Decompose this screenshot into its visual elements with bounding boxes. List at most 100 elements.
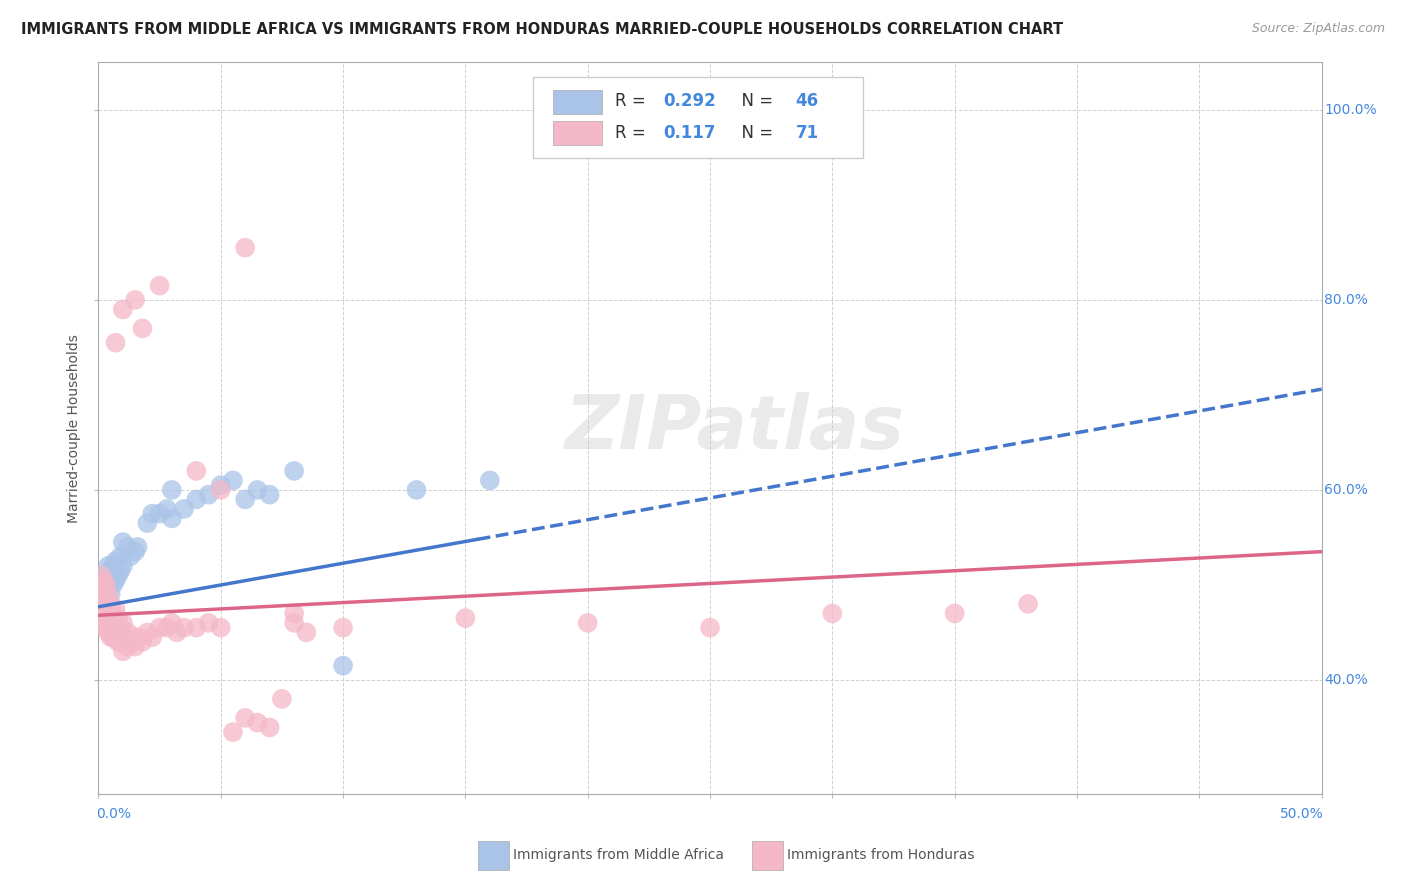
Text: 50.0%: 50.0%: [1281, 807, 1324, 821]
Point: [94, 592, 117, 607]
Point: [246, 483, 269, 497]
Text: IMMIGRANTS FROM MIDDLE AFRICA VS IMMIGRANTS FROM HONDURAS MARRIED-COUPLE HOUSEHO: IMMIGRANTS FROM MIDDLE AFRICA VS IMMIGRA…: [21, 22, 1063, 37]
Point: [100, 573, 122, 587]
Point: [101, 578, 124, 592]
Point: [90, 597, 112, 611]
Text: 71: 71: [796, 124, 818, 143]
Point: [100, 587, 122, 601]
Point: [97, 601, 120, 615]
Text: 0.117: 0.117: [664, 124, 716, 143]
Point: [107, 568, 129, 582]
Point: [127, 540, 149, 554]
Point: [104, 573, 127, 587]
Point: [127, 630, 149, 644]
Point: [90, 578, 112, 592]
Point: [173, 502, 195, 516]
Point: [94, 568, 117, 582]
Point: [149, 621, 172, 635]
Point: [90, 587, 112, 601]
Point: [91, 573, 114, 587]
Point: [100, 630, 122, 644]
Point: [111, 644, 134, 658]
Point: [160, 511, 183, 525]
Point: [270, 692, 294, 706]
Point: [104, 601, 127, 615]
Point: [90, 587, 112, 601]
Text: ZIPatlas: ZIPatlas: [564, 392, 904, 465]
Point: [233, 711, 256, 725]
Point: [259, 720, 281, 734]
Point: [576, 615, 599, 630]
Point: [110, 621, 132, 635]
Text: 0.0%: 0.0%: [96, 807, 131, 821]
Point: [117, 540, 139, 554]
Point: [209, 621, 232, 635]
Point: [222, 725, 245, 739]
Text: 0.292: 0.292: [664, 92, 716, 111]
FancyBboxPatch shape: [554, 121, 602, 145]
Point: [136, 516, 159, 530]
Point: [121, 635, 143, 649]
Point: [90, 568, 112, 582]
Point: [111, 558, 134, 573]
Point: [101, 607, 124, 621]
Point: [405, 483, 427, 497]
Point: [94, 587, 117, 601]
Text: N =: N =: [731, 124, 778, 143]
Point: [97, 625, 120, 640]
Point: [107, 621, 129, 635]
Point: [131, 635, 153, 649]
Point: [120, 549, 142, 564]
Point: [100, 564, 122, 578]
Point: [131, 321, 153, 335]
Point: [91, 601, 114, 615]
Point: [160, 483, 183, 497]
Point: [104, 625, 127, 640]
Text: 46: 46: [796, 92, 818, 111]
FancyBboxPatch shape: [533, 77, 863, 158]
Point: [246, 715, 269, 730]
Point: [100, 621, 122, 635]
Point: [259, 488, 281, 502]
Point: [91, 601, 114, 615]
Point: [97, 611, 120, 625]
Point: [94, 607, 117, 621]
Point: [124, 640, 146, 654]
Point: [1017, 597, 1039, 611]
Point: [101, 630, 124, 644]
Point: [117, 625, 139, 640]
Point: [283, 464, 305, 478]
Text: R =: R =: [614, 92, 651, 111]
Text: 40.0%: 40.0%: [1324, 673, 1368, 687]
Text: R =: R =: [614, 124, 655, 143]
Point: [943, 607, 966, 621]
Point: [111, 615, 134, 630]
Text: 80.0%: 80.0%: [1324, 293, 1368, 307]
Text: 100.0%: 100.0%: [1324, 103, 1376, 117]
Point: [107, 611, 129, 625]
Point: [156, 621, 179, 635]
Point: [821, 607, 844, 621]
Point: [141, 507, 163, 521]
FancyBboxPatch shape: [554, 89, 602, 113]
Point: [101, 615, 124, 630]
Text: N =: N =: [731, 92, 778, 111]
Point: [101, 558, 124, 573]
Point: [94, 607, 117, 621]
Point: [104, 335, 127, 350]
Point: [90, 597, 112, 611]
Point: [478, 474, 501, 488]
Point: [110, 549, 132, 564]
Point: [222, 474, 245, 488]
Point: [233, 241, 256, 255]
Point: [111, 302, 134, 317]
Point: [111, 630, 134, 644]
Point: [124, 293, 146, 307]
Point: [100, 597, 122, 611]
Point: [91, 615, 114, 630]
Point: [91, 582, 114, 597]
Point: [186, 492, 208, 507]
Point: [97, 587, 120, 601]
Point: [97, 558, 120, 573]
Point: [283, 615, 305, 630]
